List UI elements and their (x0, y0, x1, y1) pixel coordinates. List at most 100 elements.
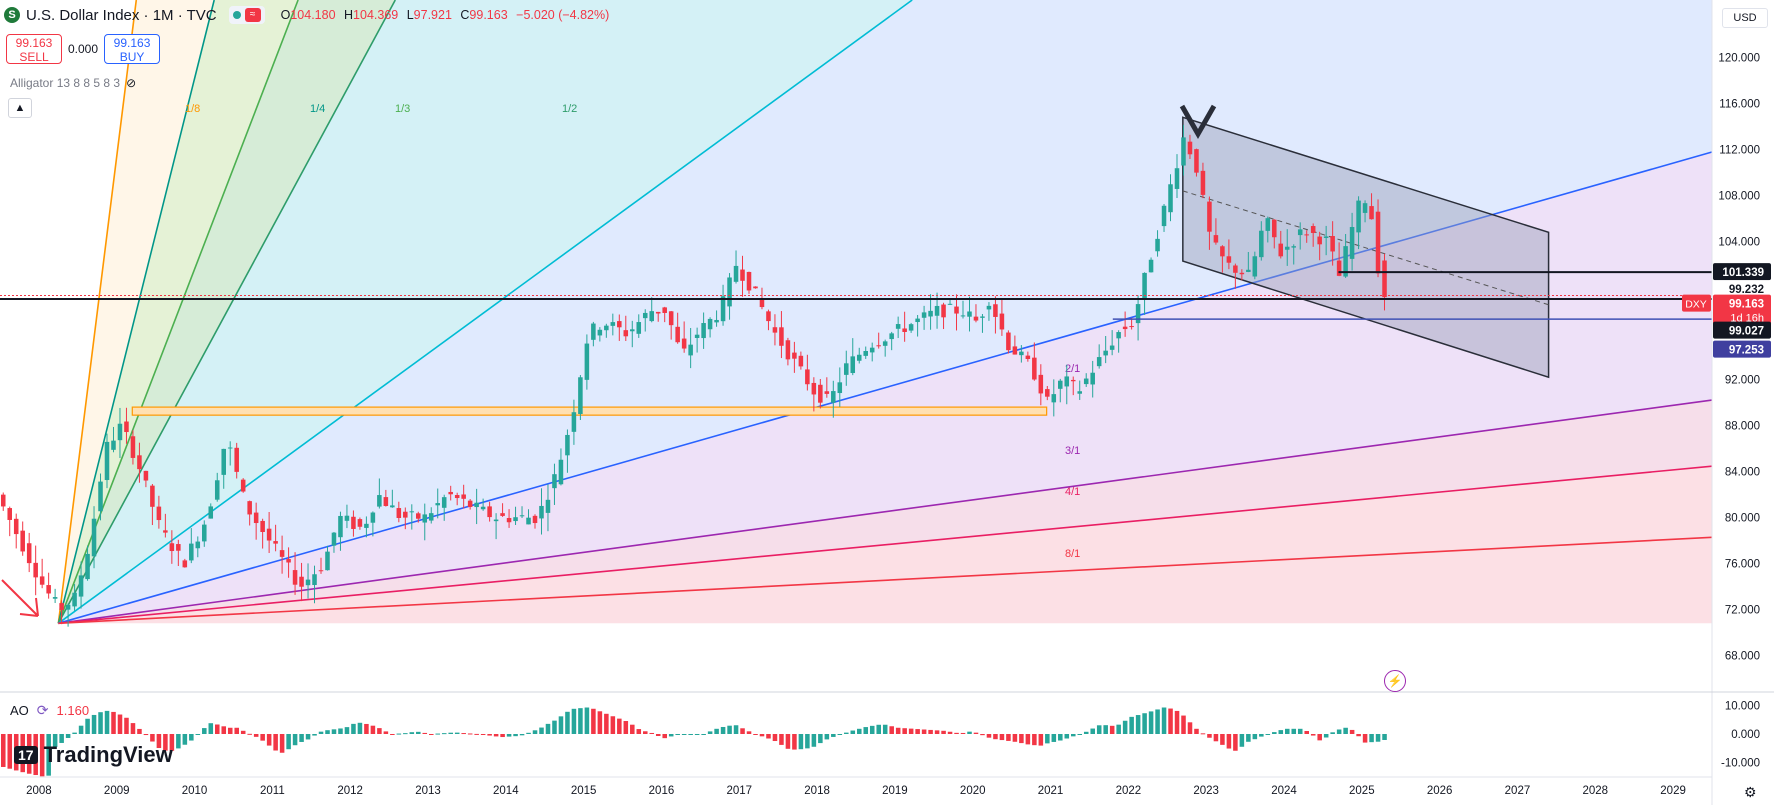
ao-bar (857, 728, 862, 734)
candle-body (1109, 345, 1115, 350)
candle-body (986, 305, 992, 310)
candle-body (409, 511, 415, 513)
ao-bar (1161, 707, 1167, 734)
currency-selector[interactable]: USD (1722, 8, 1768, 28)
hide-eye-icon[interactable]: ⊘ (126, 76, 137, 90)
ao-bar (1278, 730, 1284, 734)
price-badge: 99.232 (1713, 280, 1771, 298)
candle-body (746, 271, 752, 291)
candle (1019, 345, 1024, 363)
candle-body (668, 311, 674, 326)
candle-body (448, 491, 453, 495)
candle-body (506, 518, 512, 523)
candle (143, 470, 149, 488)
candle (1109, 330, 1115, 356)
candle-body (902, 328, 907, 332)
tradingview-logo[interactable]: 17 TradingView (14, 742, 173, 768)
candle-body (26, 543, 32, 564)
candle-body (1382, 260, 1387, 298)
candle-body (253, 512, 259, 524)
candle-body (111, 440, 116, 450)
wave-icon[interactable]: ≈ (244, 8, 261, 22)
buy-button[interactable]: 99.163 BUY (104, 34, 161, 64)
candle (636, 314, 642, 338)
candle (195, 536, 201, 558)
time-tick-label: 2018 (804, 785, 830, 797)
ao-bar (805, 734, 810, 749)
ao-bar (701, 734, 706, 735)
ao-bar (869, 725, 875, 734)
channel-body (1182, 116, 1550, 379)
candle (403, 507, 408, 530)
fan-1-1-line (57, 0, 913, 624)
time-tick-label: 2009 (104, 785, 130, 797)
candle-body (740, 269, 745, 281)
time-tick-label: 2010 (182, 785, 208, 797)
symbol-tag-bg (1682, 294, 1711, 312)
candle (558, 448, 564, 486)
ao-bar (934, 730, 940, 734)
ao-bar (1051, 734, 1057, 742)
price-axis: 120.000116.000112.000108.000104.000100.0… (1682, 0, 1774, 805)
ao-bar (1168, 708, 1173, 734)
candle (357, 517, 363, 530)
candle-body (364, 523, 369, 528)
candle (869, 342, 875, 362)
ao-bar (195, 734, 201, 735)
candle-body (454, 494, 460, 499)
header-controls[interactable]: ≈ (228, 6, 265, 24)
ao-bar (500, 734, 505, 738)
candle-body (1032, 357, 1037, 380)
symbol-logo-icon: S (4, 7, 20, 23)
ao-legend[interactable]: AO ⟳ 1.160 (10, 702, 89, 719)
channel-midline (1182, 190, 1549, 306)
ao-bar (993, 734, 998, 740)
market-status-dot-icon[interactable] (232, 11, 241, 19)
candle (519, 506, 525, 519)
candle-body (305, 579, 311, 586)
candle-body (1220, 246, 1225, 257)
ao-bar (655, 734, 661, 736)
fan-label: 1/8 (185, 103, 200, 115)
ao-bar (811, 734, 817, 747)
candle (740, 255, 745, 297)
refresh-icon[interactable]: ⟳ (36, 702, 49, 718)
flash-icon[interactable]: ⚡ (1384, 670, 1406, 692)
candle (247, 500, 252, 526)
candle-body (1207, 201, 1212, 232)
ao-bar (999, 734, 1005, 741)
candle (565, 429, 570, 473)
candle-body (824, 391, 830, 394)
candle-body (1051, 394, 1057, 403)
collapse-chevron-up-icon[interactable]: ▲ (8, 98, 32, 118)
ao-bar (325, 730, 330, 734)
candle (130, 430, 136, 465)
candle (578, 375, 583, 420)
candle (1297, 222, 1303, 250)
alligator-indicator[interactable]: Alligator 13 8 8 5 8 3 ⊘ (10, 76, 136, 90)
ao-bar (753, 734, 758, 735)
ao-bar (876, 724, 881, 734)
settings-gear-icon[interactable]: ⚙ (1744, 784, 1757, 800)
price-badge-bg (1713, 280, 1771, 298)
fan-label: 1/2 (562, 103, 577, 115)
sell-button[interactable]: 99.163 SELL (6, 34, 62, 64)
ao-bar (344, 727, 350, 734)
candle-body (467, 500, 473, 507)
symbol-title[interactable]: U.S. Dollar Index · 1M · TVC (26, 6, 217, 24)
fan-label: 4/1 (1065, 486, 1080, 498)
candle (318, 557, 324, 574)
candle-body (312, 574, 317, 586)
candle (591, 321, 596, 347)
candle (954, 294, 959, 331)
candle (182, 558, 188, 568)
candle (1038, 364, 1044, 406)
fan-1-4-line (57, 0, 215, 624)
ao-bar (610, 716, 616, 734)
ao-bar (279, 734, 285, 753)
candle (785, 337, 791, 366)
candle (279, 535, 285, 574)
ao-bar (383, 731, 389, 734)
ao-bar (1194, 728, 1199, 734)
